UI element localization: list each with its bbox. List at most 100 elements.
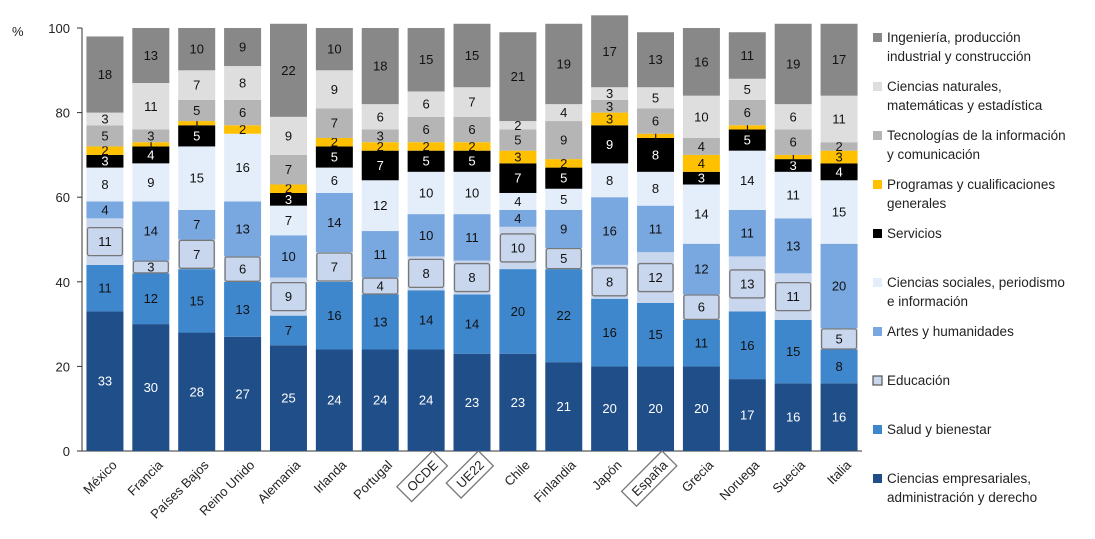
- segment-label: 2: [514, 118, 521, 133]
- segment-box: [362, 277, 399, 295]
- segment-label: 9: [285, 128, 292, 143]
- x-tick-label: Chile: [501, 457, 533, 489]
- legend-item-artes-y-humanidades: Artes y humanidades: [873, 324, 1014, 339]
- segment-artes-y-humanidades: [637, 205, 675, 253]
- segment-salud-y-bienestar: [637, 302, 675, 367]
- segment-label: 8: [423, 266, 430, 281]
- segment-artes-y-humanidades: [728, 209, 766, 257]
- segment-label: 7: [514, 171, 521, 186]
- segment-label: 12: [144, 291, 158, 306]
- segment-label: 8: [652, 181, 659, 196]
- segment-artes-y-humanidades: [178, 209, 216, 240]
- category-chile: Chile: [501, 457, 533, 489]
- segment-salud-y-bienestar: [361, 294, 399, 350]
- x-tick-label: Grecia: [679, 457, 717, 495]
- segment-label: 11: [741, 48, 755, 63]
- segment-label: 4: [698, 139, 705, 154]
- segment-label: 6: [698, 300, 705, 315]
- segment-label: 11: [832, 111, 846, 126]
- x-tick-label: Finlandia: [531, 457, 579, 505]
- segment-label: 4: [514, 211, 521, 226]
- segment-label: 8: [835, 359, 842, 374]
- segment-box: [224, 256, 261, 282]
- segment-box: [545, 247, 582, 270]
- x-tick-label: OCDE: [404, 457, 441, 494]
- x-tick-label: UE22: [453, 457, 487, 491]
- legend-item-ciencias-naturales-matematicas-y-estadistica: Ciencias naturales, matemáticas y estadís…: [873, 79, 1043, 113]
- segment-programas-y-cualificaciones-generales: [728, 125, 766, 130]
- segment-programas-y-cualificaciones-generales: [545, 159, 583, 168]
- segment-label: 13: [648, 52, 662, 67]
- segment-educacion: [315, 252, 353, 282]
- segment-artes-y-humanidades: [86, 201, 124, 219]
- segment-label: 3: [835, 150, 842, 165]
- segment-label: 9: [331, 82, 338, 97]
- segment-label: 11: [465, 230, 479, 245]
- segment-salud-y-bienestar: [453, 294, 491, 354]
- segment-educacion: [361, 277, 399, 295]
- segment-educacion: [224, 256, 262, 282]
- segment-label: 10: [511, 240, 525, 255]
- x-tick-label: Suecia: [769, 457, 808, 496]
- segment-tecnologias-de-la-informacion-y-comunicacion: [591, 99, 629, 113]
- segment-label: 15: [786, 344, 800, 359]
- segment-ciencias-sociales-periodismo-e-informacion: [591, 163, 629, 198]
- segment-ciencias-empresariales-administracion-y-derecho: [591, 366, 629, 451]
- segment-ingenieria-produccion-industrial-y-construccion: [637, 32, 675, 88]
- segment-label: 16: [740, 338, 754, 353]
- segment-salud-y-bienestar: [682, 319, 720, 367]
- segment-label: 1: [652, 128, 659, 143]
- segment-servicios: [637, 137, 675, 172]
- segment-label: 3: [514, 150, 521, 165]
- segment-servicios: [407, 150, 445, 172]
- legend-label: Ciencias sociales, periodismo e informaci…: [887, 275, 1065, 309]
- segment-servicios: [591, 125, 629, 164]
- segment-educacion: [269, 277, 307, 316]
- segment-servicios: [86, 154, 124, 168]
- segment-ingenieria-produccion-industrial-y-construccion: [361, 28, 399, 105]
- segment-label: 24: [327, 393, 341, 408]
- x-tick-label: Irlanda: [311, 457, 350, 496]
- segment-tecnologias-de-la-informacion-y-comunicacion: [224, 99, 262, 126]
- y-tick-label: 40: [56, 275, 70, 290]
- segment-ciencias-empresariales-administracion-y-derecho: [682, 366, 720, 451]
- segment-label: 16: [832, 410, 846, 425]
- legend-label: Servicios: [887, 226, 942, 241]
- segment-label: 7: [193, 247, 200, 262]
- segment-salud-y-bienestar: [728, 311, 766, 380]
- segment-label: 11: [695, 336, 709, 351]
- segment-ciencias-empresariales-administracion-y-derecho: [269, 345, 307, 451]
- segment-label: 22: [557, 308, 571, 323]
- segment-label: 17: [740, 408, 754, 423]
- segment-artes-y-humanidades: [591, 197, 629, 265]
- segment-ciencias-naturales-matematicas-y-estadistica: [545, 104, 583, 122]
- segment-label: 5: [331, 150, 338, 165]
- segment-tecnologias-de-la-informacion-y-comunicacion: [407, 116, 445, 143]
- segment-ciencias-empresariales-administracion-y-derecho: [86, 311, 124, 451]
- segment-salud-y-bienestar: [178, 269, 216, 333]
- segment-servicios: [499, 163, 537, 193]
- segment-label: 3: [101, 154, 108, 169]
- segment-salud-y-bienestar: [820, 349, 858, 384]
- segment-salud-y-bienestar: [269, 315, 307, 346]
- segment-label: 19: [786, 56, 800, 71]
- x-tick-label: Alemania: [254, 457, 303, 506]
- segment-tecnologias-de-la-informacion-y-comunicacion: [545, 121, 583, 160]
- legend-label: Salud y bienestar: [887, 422, 992, 437]
- category-suecia: Suecia: [769, 457, 808, 496]
- segment-label: 10: [419, 185, 433, 200]
- segment-label: 12: [373, 198, 387, 213]
- segment-ciencias-empresariales-administracion-y-derecho: [774, 383, 812, 451]
- segment-box: [132, 260, 169, 274]
- segment-tecnologias-de-la-informacion-y-comunicacion: [178, 99, 216, 122]
- segment-label: 25: [281, 391, 295, 406]
- segment-ingenieria-produccion-industrial-y-construccion: [224, 28, 262, 67]
- legend-item-ciencias-empresariales-administracion-y-derecho: Ciencias empresariales, administración y …: [873, 471, 1037, 505]
- segment-label: 24: [373, 393, 387, 408]
- segment-ciencias-sociales-periodismo-e-informacion: [178, 146, 216, 210]
- segment-box: [775, 281, 812, 312]
